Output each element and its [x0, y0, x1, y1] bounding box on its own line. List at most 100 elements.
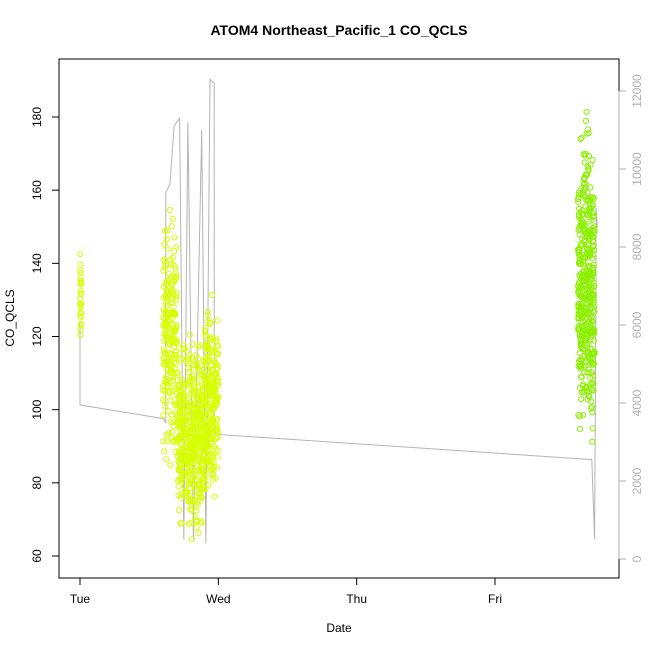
- data-point: [202, 447, 209, 454]
- data-point: [189, 354, 196, 361]
- data-point: [576, 215, 583, 222]
- data-point: [163, 438, 171, 445]
- data-point: [184, 381, 191, 388]
- x-axis-label: Date: [326, 621, 352, 635]
- data-point: [161, 256, 168, 263]
- data-point: [202, 331, 209, 338]
- data-point: [169, 429, 176, 436]
- data-point: [176, 345, 183, 352]
- data-point: [189, 480, 196, 488]
- data-point: [196, 415, 203, 422]
- data-point: [584, 126, 592, 133]
- data-point: [200, 366, 207, 373]
- data-point: [167, 462, 174, 469]
- data-point: [578, 134, 585, 141]
- data-point: [583, 233, 590, 240]
- data-point: [584, 163, 592, 170]
- data-point: [587, 295, 595, 302]
- data-point: [163, 456, 170, 463]
- data-point: [582, 171, 589, 179]
- data-point: [77, 267, 84, 274]
- data-point: [578, 293, 585, 300]
- left-tick-label: 160: [30, 180, 44, 200]
- data-point: [585, 240, 592, 247]
- data-point: [590, 213, 597, 220]
- altitude-line: [79, 78, 598, 544]
- right-tick-label: 10000: [630, 152, 644, 186]
- data-point: [214, 362, 221, 369]
- data-point: [207, 430, 215, 437]
- data-point: [195, 343, 202, 350]
- data-point: [176, 447, 183, 454]
- data-point: [195, 426, 202, 433]
- data-point: [588, 350, 595, 357]
- data-point: [211, 387, 218, 395]
- right-axis: 0 2000 4000 6000 8000 10000 12000: [618, 74, 644, 562]
- data-point: [160, 267, 167, 274]
- data-point: [588, 291, 595, 298]
- data-point: [577, 270, 584, 278]
- data-point: [187, 454, 194, 461]
- data-point: [207, 392, 214, 399]
- data-point: [77, 280, 85, 287]
- data-point: [577, 135, 584, 142]
- data-point: [161, 354, 168, 361]
- data-point: [168, 299, 175, 307]
- data-point: [77, 251, 84, 258]
- data-point: [214, 342, 221, 349]
- data-point: [575, 302, 582, 309]
- data-point: [176, 424, 183, 431]
- data-point: [589, 409, 596, 416]
- right-tick-label: 0: [630, 555, 644, 562]
- data-point: [204, 312, 211, 319]
- data-point: [213, 393, 220, 400]
- right-tick-label: 4000: [630, 389, 644, 416]
- data-point: [166, 350, 173, 357]
- data-point: [169, 320, 176, 327]
- data-point: [587, 380, 594, 388]
- data-point: [165, 276, 172, 284]
- data-point: [178, 404, 185, 411]
- data-point: [575, 191, 583, 198]
- data-point: [183, 488, 190, 495]
- x-tick-label: Tue: [70, 592, 91, 606]
- left-tick-label: 80: [30, 476, 44, 490]
- data-point: [195, 407, 202, 414]
- data-point: [211, 436, 218, 443]
- data-point: [589, 156, 596, 163]
- data-point: [198, 519, 205, 526]
- data-point: [591, 350, 598, 357]
- data-point: [580, 180, 587, 187]
- data-point: [159, 382, 167, 389]
- data-point: [171, 234, 178, 241]
- data-point: [577, 309, 584, 316]
- data-point: [181, 346, 188, 353]
- data-point: [589, 438, 596, 445]
- x-tick-label: Thu: [346, 592, 367, 606]
- data-point: [214, 379, 221, 386]
- data-point: [583, 130, 590, 137]
- data-point: [176, 476, 183, 483]
- data-point: [206, 404, 213, 411]
- data-point: [188, 416, 195, 423]
- data-point: [197, 498, 204, 505]
- left-tick-label: 180: [30, 107, 44, 127]
- data-point: [580, 223, 587, 230]
- data-point: [190, 361, 197, 368]
- data-point: [580, 412, 587, 419]
- data-point: [201, 468, 208, 475]
- data-point: [207, 450, 214, 457]
- data-point: [583, 309, 590, 317]
- data-point: [578, 340, 585, 347]
- data-point: [586, 218, 593, 225]
- data-point: [192, 445, 199, 452]
- data-point: [191, 421, 198, 428]
- data-point: [185, 498, 192, 505]
- data-point: [174, 369, 181, 376]
- data-point: [206, 426, 213, 434]
- data-point: [174, 376, 181, 384]
- data-point: [584, 349, 591, 356]
- data-point: [213, 426, 220, 433]
- data-point: [214, 350, 221, 357]
